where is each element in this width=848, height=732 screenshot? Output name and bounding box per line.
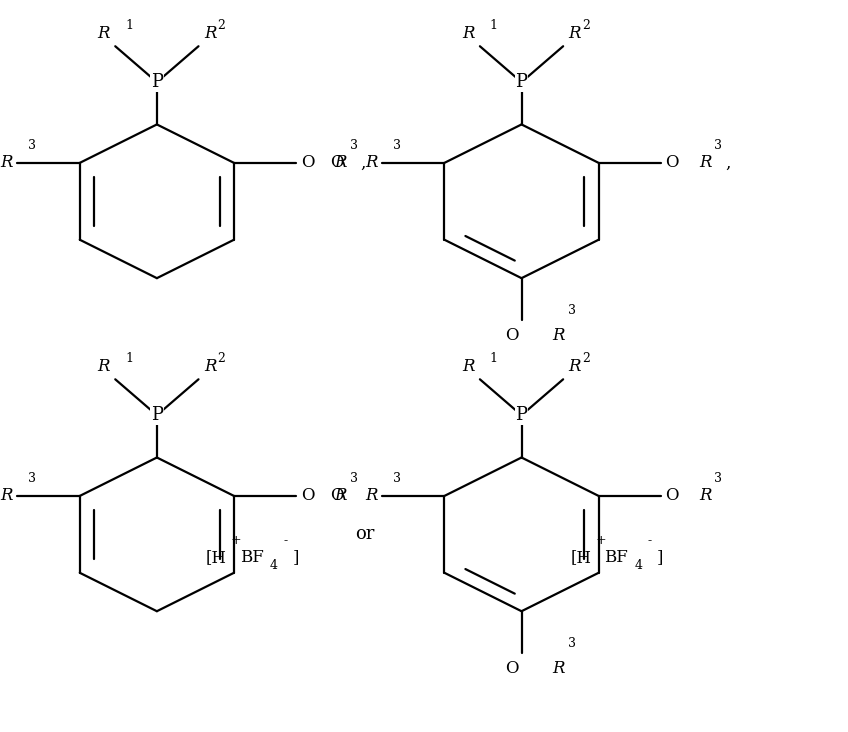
Text: 2: 2 <box>217 18 225 31</box>
Text: -: - <box>283 534 287 548</box>
Text: +: + <box>231 534 242 548</box>
Text: P: P <box>516 73 527 92</box>
Text: 3: 3 <box>568 305 576 318</box>
Text: 3: 3 <box>28 472 36 485</box>
Text: O: O <box>666 488 679 504</box>
Text: 3: 3 <box>714 472 722 485</box>
Text: R: R <box>553 660 565 676</box>
Text: 3: 3 <box>28 139 36 152</box>
Text: 3: 3 <box>393 472 401 485</box>
Text: R: R <box>98 359 110 376</box>
Text: 3: 3 <box>393 139 401 152</box>
Text: 2: 2 <box>582 18 589 31</box>
Text: R: R <box>553 326 565 343</box>
Text: or: or <box>355 526 374 543</box>
Text: ]: ] <box>293 549 298 566</box>
Text: 4: 4 <box>270 559 278 572</box>
Text: ]: ] <box>657 549 663 566</box>
Text: R: R <box>204 26 216 42</box>
Text: R: R <box>335 154 347 171</box>
Text: 3: 3 <box>714 139 722 152</box>
Text: P: P <box>151 73 163 92</box>
Text: O: O <box>330 488 343 504</box>
Text: 3: 3 <box>349 139 358 152</box>
Text: R: R <box>700 154 711 171</box>
Text: O: O <box>301 154 315 171</box>
Text: 3: 3 <box>349 472 358 485</box>
Text: 1: 1 <box>125 351 133 365</box>
Text: 1: 1 <box>125 18 133 31</box>
Text: 1: 1 <box>489 351 498 365</box>
Text: O: O <box>666 154 679 171</box>
Text: 1: 1 <box>489 18 498 31</box>
Text: 3: 3 <box>568 638 576 651</box>
Text: O: O <box>505 660 519 676</box>
Text: O: O <box>330 154 343 171</box>
Text: R: R <box>462 359 475 376</box>
Text: 2: 2 <box>217 351 225 365</box>
Text: ,: , <box>360 154 365 171</box>
Text: R: R <box>568 359 581 376</box>
Text: R: R <box>204 359 216 376</box>
Text: 2: 2 <box>582 351 589 365</box>
Text: [H: [H <box>206 549 227 566</box>
Text: -: - <box>648 534 652 548</box>
Text: R: R <box>1 154 13 171</box>
Text: R: R <box>365 154 377 171</box>
Text: O: O <box>505 326 519 343</box>
Text: ,: , <box>725 154 730 171</box>
Text: 4: 4 <box>634 559 643 572</box>
Text: P: P <box>151 406 163 425</box>
Text: BF: BF <box>240 549 264 566</box>
Text: BF: BF <box>605 549 628 566</box>
Text: R: R <box>568 26 581 42</box>
Text: [H: [H <box>571 549 592 566</box>
Text: R: R <box>335 488 347 504</box>
Text: R: R <box>98 26 110 42</box>
Text: +: + <box>595 534 606 548</box>
Text: R: R <box>365 488 377 504</box>
Text: R: R <box>462 26 475 42</box>
Text: R: R <box>700 488 711 504</box>
Text: R: R <box>1 488 13 504</box>
Text: P: P <box>516 406 527 425</box>
Text: O: O <box>301 488 315 504</box>
